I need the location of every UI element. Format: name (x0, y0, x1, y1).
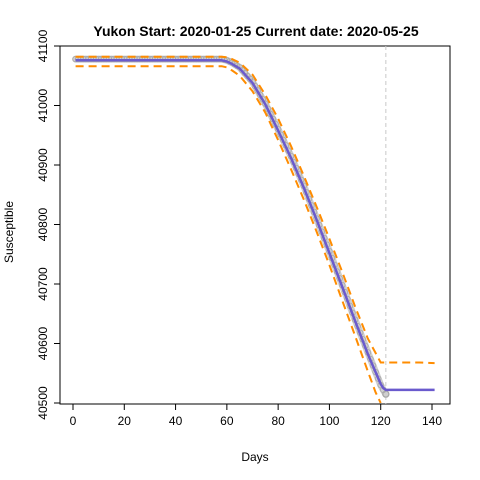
y-tick-label: 40900 (36, 148, 50, 182)
x-tick-label: 100 (319, 414, 339, 428)
observed-band (72, 55, 390, 398)
y-tick-label: 40600 (36, 326, 50, 360)
x-tick-label: 0 (70, 414, 77, 428)
x-tick-label: 80 (271, 414, 285, 428)
y-axis: 40500 40600 40700 40800 40900 41000 41100 (36, 29, 60, 420)
lower-bound-line (75, 65, 382, 404)
chart-title: Yukon Start: 2020-01-25 Current date: 20… (93, 23, 418, 39)
y-tick-label: 41100 (36, 29, 50, 62)
x-tick-label: 20 (118, 414, 132, 428)
y-tick-label: 40800 (36, 207, 50, 241)
x-tick-label: 120 (371, 414, 391, 428)
fit-line (75, 59, 435, 392)
plot-area (72, 46, 435, 404)
x-axis: 0 20 40 60 80 100 120 140 (70, 404, 442, 428)
x-tick-label: 140 (422, 414, 442, 428)
x-tick-label: 40 (169, 414, 183, 428)
x-tick-label: 60 (220, 414, 234, 428)
x-axis-label: Days (241, 450, 268, 464)
y-tick-label: 40700 (36, 267, 50, 301)
y-tick-label: 41000 (36, 88, 50, 122)
y-axis-label: Susceptible (2, 201, 16, 263)
y-tick-label: 40500 (36, 386, 50, 420)
plot-frame (59, 45, 451, 405)
upper-bound-line (75, 55, 435, 365)
